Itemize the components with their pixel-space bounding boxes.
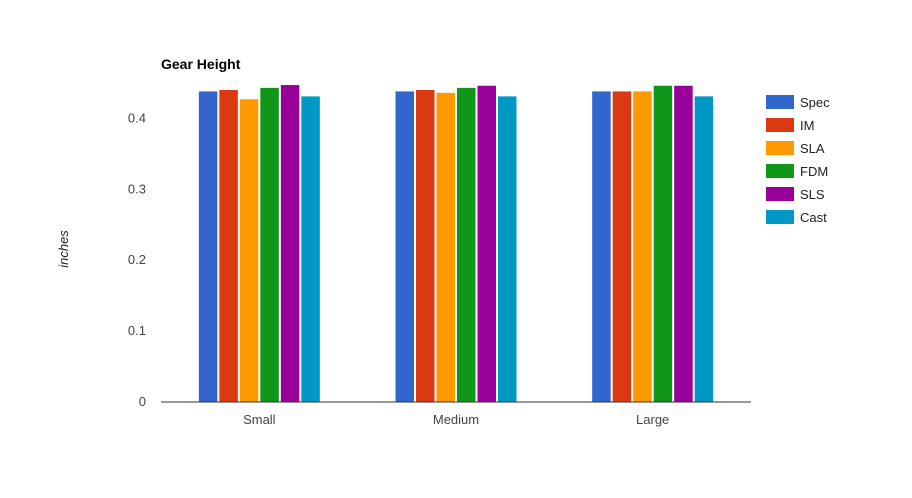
legend-item-spec[interactable]: Spec — [766, 95, 830, 110]
legend-swatch — [766, 187, 794, 201]
bar-sla-medium[interactable] — [436, 92, 456, 402]
y-tick-label: 0.4 — [128, 110, 146, 125]
y-tick-label: 0.2 — [128, 252, 146, 267]
bars — [198, 85, 714, 403]
bar-fdm-small[interactable] — [260, 87, 279, 403]
bar-spec-small[interactable] — [198, 91, 218, 403]
chart-title: Gear Height — [161, 56, 241, 72]
legend-label: Spec — [800, 95, 830, 110]
y-tick-label: 0 — [139, 394, 146, 409]
bar-im-medium[interactable] — [416, 90, 435, 402]
bar-im-large[interactable] — [612, 91, 632, 403]
legend-label: SLS — [800, 187, 825, 202]
bar-cast-small[interactable] — [301, 96, 320, 402]
legend-item-im[interactable]: IM — [766, 118, 814, 133]
y-tick-label: 0.3 — [128, 181, 146, 196]
bar-spec-medium[interactable] — [395, 91, 415, 403]
legend-swatch — [766, 95, 794, 109]
legend-label: Cast — [800, 210, 827, 225]
x-tick-labels: Small Medium Large — [243, 412, 669, 427]
x-tick-label: Medium — [433, 412, 479, 427]
bar-sla-large[interactable] — [633, 91, 652, 403]
x-tick-label: Large — [636, 412, 669, 427]
bar-sla-small[interactable] — [239, 99, 259, 402]
y-axis-label: inches — [56, 230, 71, 268]
bar-fdm-large[interactable] — [653, 85, 673, 402]
x-tick-label: Small — [243, 412, 276, 427]
bar-spec-large[interactable] — [592, 91, 611, 403]
legend-item-sla[interactable]: SLA — [766, 141, 825, 156]
bar-sls-large[interactable] — [674, 85, 693, 402]
legend-item-cast[interactable]: Cast — [766, 210, 827, 225]
bar-im-small[interactable] — [219, 90, 238, 402]
bar-sls-medium[interactable] — [477, 85, 497, 402]
y-ticks: 0 0.1 0.2 0.3 0.4 — [128, 110, 146, 409]
legend: Spec IM SLA FDM SLS Cast — [766, 95, 830, 225]
legend-swatch — [766, 141, 794, 155]
legend-label: FDM — [800, 164, 828, 179]
y-tick-label: 0.1 — [128, 323, 146, 338]
legend-label: SLA — [800, 141, 825, 156]
bar-sls-small[interactable] — [280, 85, 300, 402]
bar-cast-large[interactable] — [694, 96, 714, 402]
legend-item-fdm[interactable]: FDM — [766, 164, 828, 179]
legend-swatch — [766, 118, 794, 132]
legend-swatch — [766, 210, 794, 224]
legend-swatch — [766, 164, 794, 178]
legend-label: IM — [800, 118, 814, 133]
bar-fdm-medium[interactable] — [457, 87, 476, 403]
legend-item-sls[interactable]: SLS — [766, 187, 825, 202]
bar-cast-medium[interactable] — [498, 96, 517, 402]
